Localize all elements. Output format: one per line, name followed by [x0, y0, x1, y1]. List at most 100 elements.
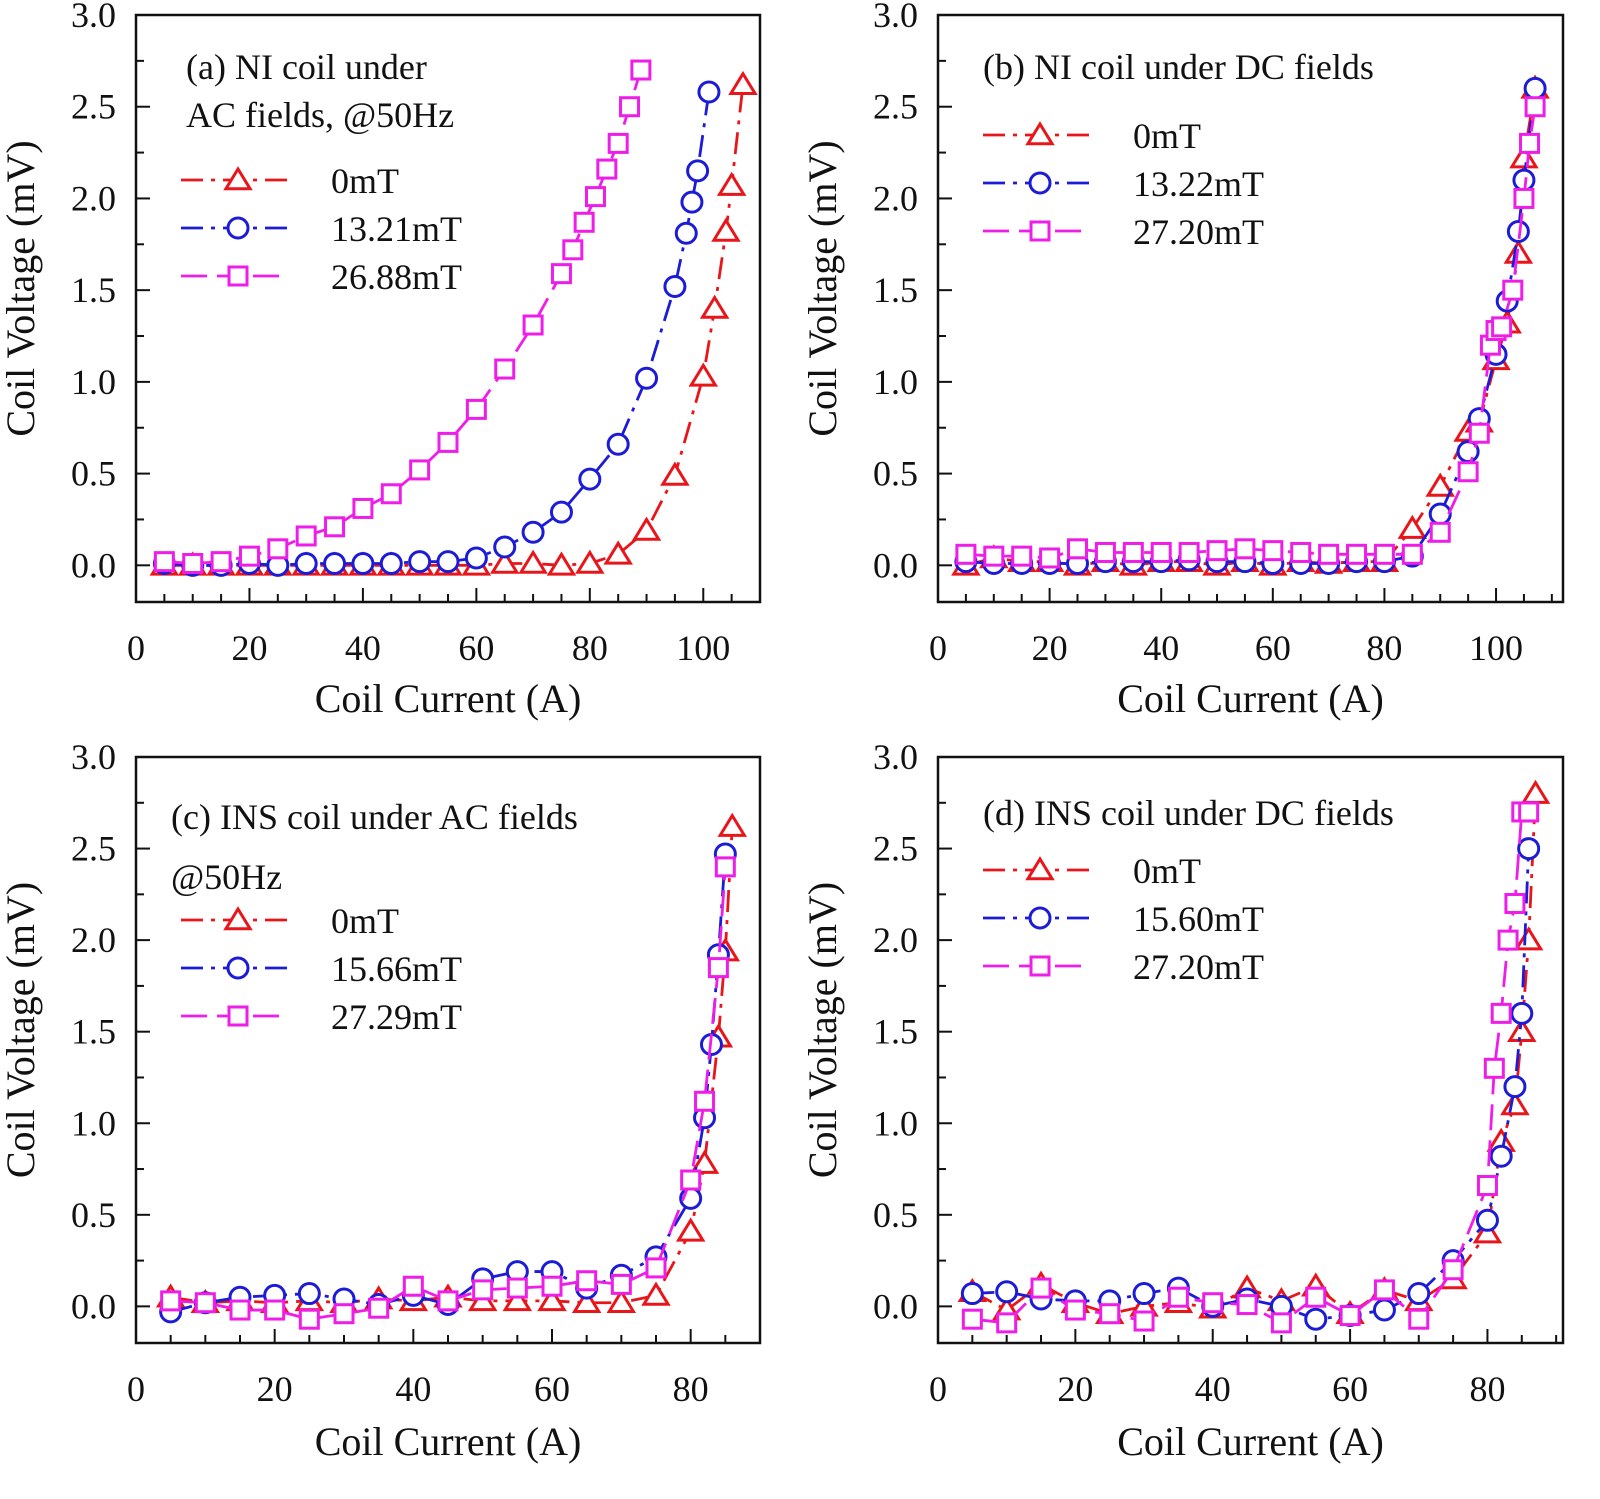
data-point — [1339, 1305, 1361, 1327]
data-point — [1442, 1259, 1464, 1281]
legend-entry: 0mT — [983, 851, 1201, 891]
data-point — [333, 1303, 355, 1325]
data-point — [1067, 538, 1089, 560]
y-tick-label: 2.5 — [873, 87, 918, 127]
data-point — [680, 1169, 702, 1191]
data-point — [1373, 543, 1395, 565]
data-point — [641, 1281, 671, 1306]
series-line — [170, 853, 727, 1314]
legend-label: 0mT — [331, 161, 399, 201]
y-tick-label: 0.5 — [71, 454, 116, 494]
data-point — [1064, 1299, 1086, 1321]
legend-label: 13.22mT — [1133, 164, 1264, 204]
data-point — [1304, 1307, 1328, 1331]
legend-marker — [1029, 955, 1051, 977]
data-point — [437, 1290, 459, 1312]
data-point — [518, 549, 548, 574]
data-point — [294, 551, 318, 575]
data-point — [1520, 779, 1551, 804]
data-point — [1490, 1002, 1512, 1024]
data-point — [194, 1292, 216, 1314]
y-tick-label: 0.0 — [873, 545, 918, 585]
data-point — [229, 1299, 251, 1321]
data-point — [1519, 132, 1541, 154]
data-point — [717, 812, 748, 837]
y-tick-label: 1.5 — [71, 270, 116, 310]
legend-label: 27.29mT — [331, 997, 462, 1037]
legend-entry: 15.66mT — [181, 949, 462, 989]
data-point — [502, 1287, 533, 1312]
data-point — [603, 540, 633, 565]
y-tick-label: 2.0 — [71, 178, 116, 218]
y-tick-label: 2.5 — [873, 829, 918, 869]
y-tick-label: 1.5 — [873, 270, 918, 310]
data-point — [714, 856, 736, 878]
data-point — [1167, 1286, 1189, 1308]
data-point — [573, 211, 595, 233]
data-point — [1518, 801, 1540, 823]
y-tick-label: 2.0 — [873, 178, 918, 218]
series-line — [170, 826, 734, 1305]
data-point — [1150, 541, 1172, 563]
data-point — [1428, 502, 1452, 526]
data-point — [1133, 1310, 1155, 1332]
plot-frame — [936, 13, 1565, 604]
data-point — [961, 1308, 983, 1330]
data-point — [1524, 96, 1546, 118]
x-axis-title: Coil Current (A) — [315, 1419, 582, 1464]
data-point — [1517, 837, 1541, 861]
data-point — [1457, 461, 1479, 483]
data-point — [489, 549, 520, 574]
x-tick-label: 60 — [1255, 628, 1291, 668]
data-point — [1483, 1057, 1505, 1079]
data-point — [983, 545, 1005, 567]
data-point — [1346, 543, 1368, 565]
data-point — [630, 59, 652, 81]
data-point — [694, 1090, 716, 1112]
data-point — [960, 1282, 984, 1306]
y-tick-label: 1.0 — [71, 362, 116, 402]
x-tick-label: 60 — [534, 1369, 570, 1409]
data-point — [437, 431, 459, 453]
y-tick-label: 1.0 — [71, 1103, 116, 1143]
data-point — [352, 497, 374, 519]
panel-title: (a) NI coil under — [186, 47, 427, 87]
data-point — [1262, 540, 1284, 562]
data-point — [596, 158, 618, 180]
data-point — [680, 190, 704, 214]
data-point — [1507, 1017, 1537, 1042]
y-axis-title: Coil Voltage (mV) — [0, 882, 43, 1178]
data-point — [688, 362, 719, 387]
x-tick-label: 40 — [1143, 628, 1179, 668]
data-point — [562, 239, 584, 261]
data-point — [996, 1312, 1018, 1334]
panel-a: 0 20 40 60 80 100 0.0 0.5 1.0 1.5 2.0 2.5 3.0 Coil Cu… — [0, 0, 762, 721]
y-tick-label: 1.5 — [71, 1012, 116, 1052]
data-point — [521, 520, 545, 544]
x-tick-label: 60 — [1332, 1369, 1368, 1409]
data-point — [238, 545, 260, 567]
legend-label: 0mT — [1133, 116, 1201, 156]
data-point — [1475, 1208, 1499, 1232]
data-point — [541, 1275, 563, 1297]
legend-entry: 27.20mT — [983, 212, 1264, 252]
data-point — [1202, 1292, 1224, 1314]
data-point — [182, 552, 204, 574]
data-point — [711, 217, 741, 242]
series-line — [164, 69, 643, 565]
data-point — [1497, 929, 1519, 951]
x-tick-label: 80 — [572, 628, 608, 668]
data-point — [379, 551, 403, 575]
data-point — [1503, 1075, 1527, 1099]
series-line — [170, 866, 727, 1321]
legend-entry: 0mT — [983, 116, 1201, 156]
series-line — [972, 810, 1529, 1325]
legend-entry: 13.22mT — [983, 164, 1264, 204]
legend-marker — [1028, 171, 1052, 195]
data-point — [697, 80, 721, 104]
panel-title: (b) NI coil under DC fields — [983, 47, 1374, 87]
y-tick-label: 3.0 — [71, 737, 116, 777]
data-point — [1523, 76, 1547, 100]
data-point — [472, 1279, 494, 1301]
legend-entry: 27.20mT — [983, 947, 1264, 987]
